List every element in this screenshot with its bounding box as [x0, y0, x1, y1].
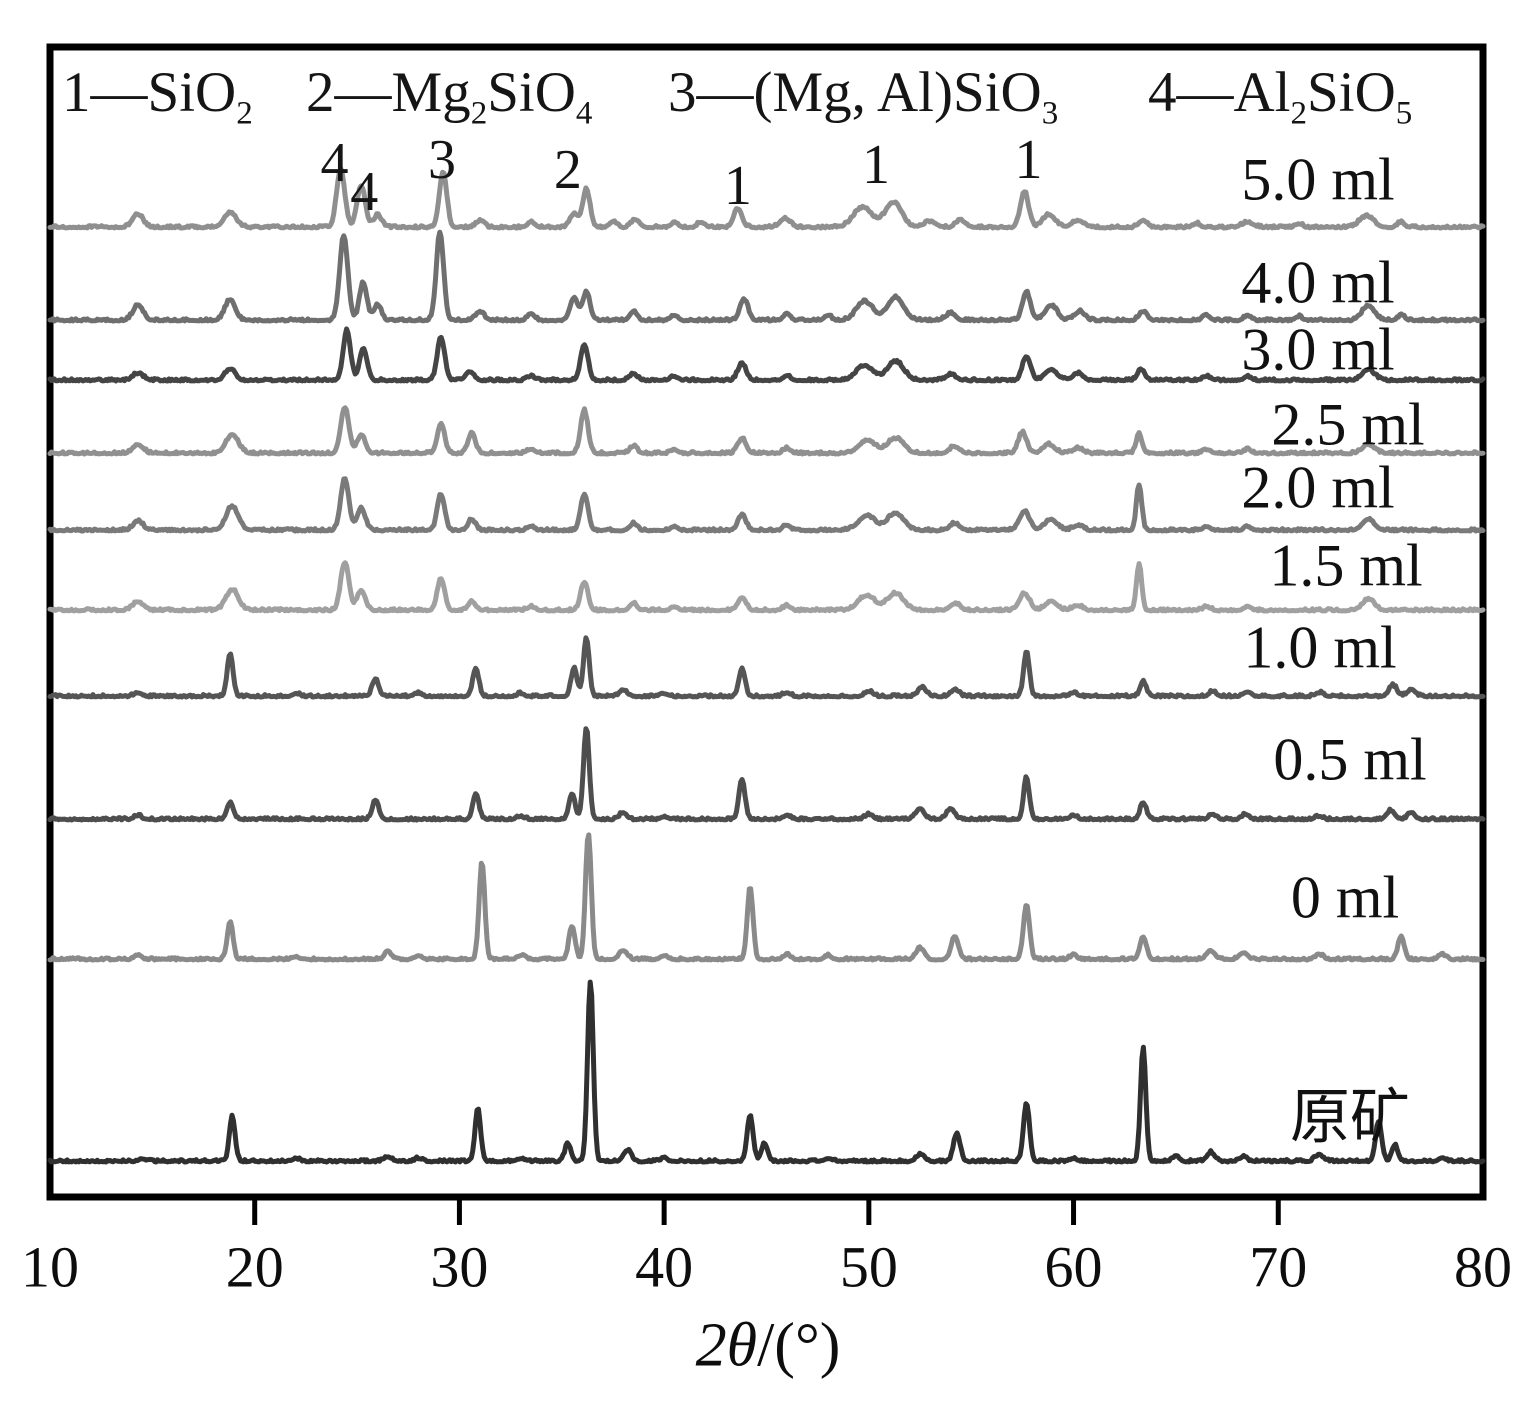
xrd-trace-2.5-ml — [47, 405, 1486, 457]
xrd-trace-4.0-ml — [47, 229, 1486, 324]
plot-border — [46, 43, 1487, 1201]
xrd-trace-0.5-ml — [47, 726, 1486, 823]
x-tick-label: 50 — [839, 1234, 898, 1300]
legend-item: 3—(Mg, Al)SiO3 — [668, 61, 1059, 132]
x-tick-label: 60 — [1044, 1234, 1103, 1300]
xrd-trace-0-ml — [47, 832, 1486, 963]
trace-label: 0.5 ml — [1273, 726, 1427, 793]
trace-label: 4.0 ml — [1241, 249, 1395, 316]
legend-item: 1—SiO2 — [62, 61, 253, 132]
trace-label: 2.0 ml — [1241, 454, 1395, 521]
peak-phase-label: 2 — [553, 139, 582, 201]
legend-item: 4—Al2SiO5 — [1148, 61, 1413, 132]
x-tick-label: 10 — [21, 1234, 79, 1300]
legend-item: 2—Mg2SiO4 — [306, 61, 593, 132]
trace-label: 2.5 ml — [1271, 391, 1425, 458]
x-axis-title: 2θ/(°) — [696, 1311, 841, 1382]
x-tick-label: 80 — [1453, 1234, 1512, 1300]
xrd-trace-2.0-ml — [47, 476, 1486, 534]
xrd-trace-1.0-ml — [47, 635, 1486, 700]
x-tick-label: 30 — [430, 1234, 489, 1300]
x-tick-label: 20 — [225, 1234, 284, 1300]
trace-label: 3.0 ml — [1241, 316, 1395, 383]
peak-phase-label: 1 — [862, 134, 890, 196]
xrd-trace-5.0-ml — [47, 166, 1486, 231]
xrd-trace-1.5-ml — [47, 560, 1486, 614]
peak-phase-label: 3 — [428, 129, 457, 191]
trace-label: 0 ml — [1290, 864, 1400, 931]
peak-phase-label: 1 — [723, 155, 752, 217]
xrd-trace-原矿 — [47, 979, 1486, 1165]
trace-label: 5.0 ml — [1241, 146, 1395, 213]
trace-label: 1.5 ml — [1269, 532, 1423, 599]
x-tick-label: 40 — [635, 1234, 694, 1300]
peak-phase-label: 4 — [350, 161, 379, 223]
trace-label: 1.0 ml — [1243, 614, 1397, 681]
trace-label: 原矿 — [1290, 1084, 1410, 1151]
x-tick-label: 70 — [1249, 1234, 1308, 1300]
axis-title-symbol: 2θ — [695, 1311, 758, 1380]
peak-phase-label: 4 — [320, 132, 349, 194]
xrd-trace-3.0-ml — [47, 326, 1486, 384]
axis-title-unit: /(°) — [757, 1311, 841, 1380]
peak-phase-label: 1 — [1014, 129, 1043, 191]
